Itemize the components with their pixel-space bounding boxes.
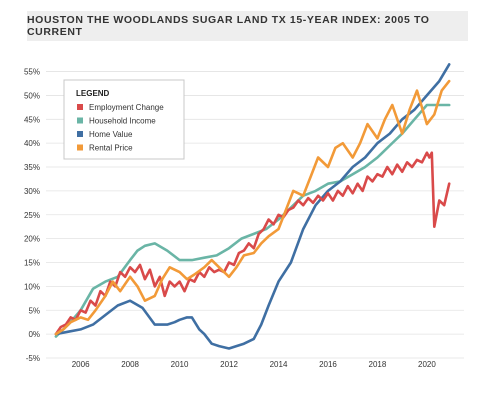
legend-label: Household Income — [89, 117, 156, 126]
y-tick-label: -5% — [26, 354, 40, 363]
y-tick-label: 55% — [24, 68, 40, 77]
y-tick-label: 35% — [24, 163, 40, 172]
x-tick-label: 2016 — [319, 360, 337, 369]
legend: LEGEND Employment Change Household Income… — [63, 79, 185, 160]
series-line-home-value — [54, 63, 451, 350]
chart-title: HOUSTON THE WOODLANDS SUGAR LAND TX 15-Y… — [27, 11, 468, 41]
legend-swatch — [77, 104, 83, 110]
x-axis: 2006 2008 2010 2012 2014 2016 2018 2020 — [72, 360, 437, 369]
y-tick-label: 5% — [28, 306, 40, 315]
y-axis: -5% 0% 5% 10% 15% 20% 25% 30% 35% 40% 45% 50% 55% — [24, 68, 40, 363]
x-tick-label: 2012 — [220, 360, 238, 369]
y-tick-label: 20% — [24, 235, 40, 244]
legend-box — [63, 79, 185, 160]
y-tick-label: 15% — [24, 259, 40, 268]
x-tick-label: 2014 — [270, 360, 288, 369]
y-tick-label: 10% — [24, 282, 40, 291]
y-tick-label: 45% — [24, 115, 40, 124]
x-tick-label: 2018 — [369, 360, 387, 369]
legend-label: Home Value — [89, 130, 133, 139]
x-tick-label: 2010 — [171, 360, 189, 369]
legend-swatch — [77, 117, 83, 124]
legend-label: Employment Change — [89, 103, 164, 112]
y-tick-label: 40% — [24, 139, 40, 148]
legend-swatch — [77, 144, 83, 151]
legend-items: Employment Change Household Income Home Va… — [77, 103, 164, 153]
y-tick-label: 0% — [28, 330, 40, 339]
y-tick-label: 25% — [24, 211, 40, 220]
x-tick-label: 2008 — [121, 360, 139, 369]
series-lines — [54, 63, 451, 350]
series-line-employment-change — [54, 151, 451, 336]
legend-title: LEGEND — [76, 89, 110, 98]
x-tick-label: 2020 — [418, 360, 436, 369]
series-line-household-income — [54, 103, 451, 338]
legend-label: Rental Price — [89, 144, 133, 153]
y-tick-label: 30% — [24, 187, 40, 196]
y-tick-label: 50% — [24, 91, 40, 100]
x-tick-label: 2006 — [72, 360, 90, 369]
series-line-rental-price — [54, 79, 451, 336]
legend-swatch — [77, 131, 83, 137]
